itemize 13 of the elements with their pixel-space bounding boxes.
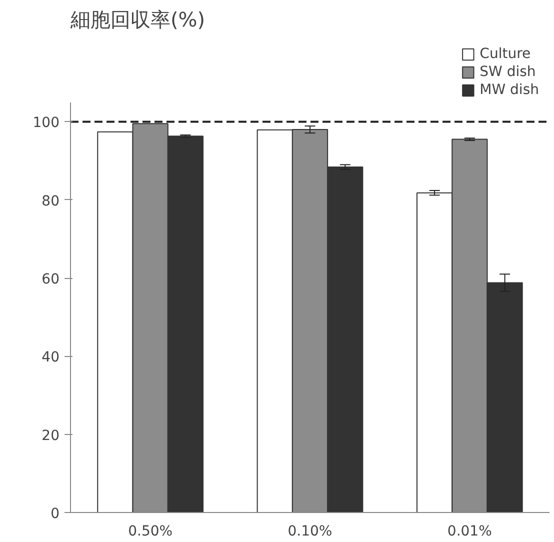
y-axis-title: 細胞回収率(%): [70, 8, 206, 32]
y-tick-label: 60: [42, 272, 60, 288]
y-tick-label: 40: [42, 350, 60, 366]
x-tick-label: 0.10%: [288, 524, 332, 540]
y-tick-label: 0: [50, 506, 60, 522]
legend-label: Culture: [480, 46, 531, 62]
y-tick-label: 100: [32, 115, 60, 132]
legend-label: SW dish: [480, 64, 536, 80]
x-tick-label: 0.01%: [447, 524, 492, 540]
legend-label: MW dish: [480, 82, 539, 98]
y-tick-label: 20: [42, 428, 60, 444]
x-tick-label: 0.50%: [128, 524, 173, 540]
y-tick-label: 80: [42, 193, 60, 210]
